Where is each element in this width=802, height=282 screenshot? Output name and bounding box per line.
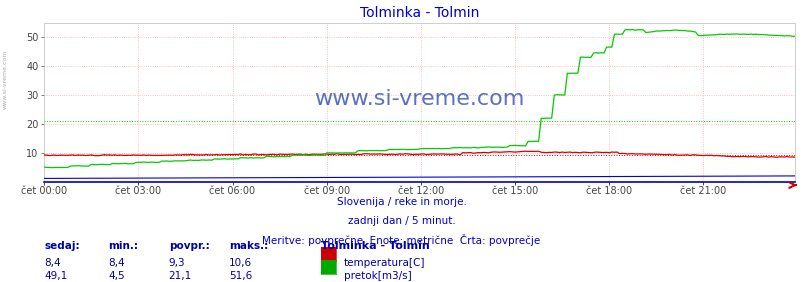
Text: 8,4: 8,4 [108,258,125,268]
Text: www.si-vreme.com: www.si-vreme.com [314,89,524,109]
Text: 9,3: 9,3 [168,258,185,268]
Text: 8,4: 8,4 [44,258,61,268]
Text: zadnji dan / 5 minut.: zadnji dan / 5 minut. [347,216,455,226]
Text: 51,6: 51,6 [229,271,252,281]
Text: temperatura[C]: temperatura[C] [343,258,424,268]
Text: povpr.:: povpr.: [168,241,209,251]
Text: Slovenija / reke in morje.: Slovenija / reke in morje. [336,197,466,207]
Title: Tolminka - Tolmin: Tolminka - Tolmin [359,6,479,20]
Text: Tolminka - Tolmin: Tolminka - Tolmin [321,241,429,251]
Text: 4,5: 4,5 [108,271,125,281]
Text: maks.:: maks.: [229,241,268,251]
Text: 21,1: 21,1 [168,271,192,281]
Text: Meritve: povprečne  Enote: metrične  Črta: povprečje: Meritve: povprečne Enote: metrične Črta:… [262,234,540,246]
Text: pretok[m3/s]: pretok[m3/s] [343,271,411,281]
Text: min.:: min.: [108,241,138,251]
Text: 49,1: 49,1 [44,271,67,281]
Text: sedaj:: sedaj: [44,241,79,251]
Text: 10,6: 10,6 [229,258,252,268]
Text: www.si-vreme.com: www.si-vreme.com [3,49,8,109]
